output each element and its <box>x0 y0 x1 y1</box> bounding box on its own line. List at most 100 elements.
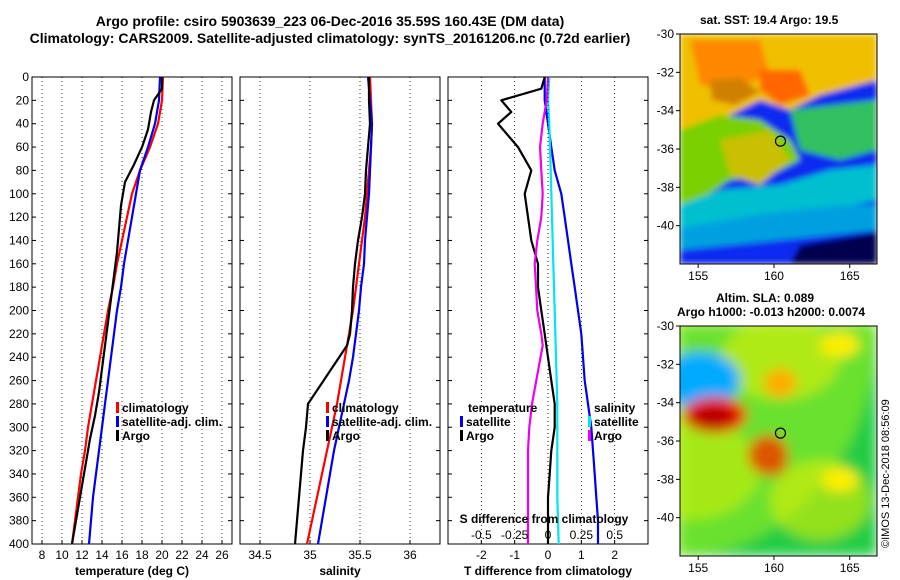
sst-contour-region <box>680 165 877 230</box>
y-tick-label: 120 <box>9 210 29 224</box>
y-tick-label: 60 <box>16 140 30 154</box>
y-tick-label: 220 <box>9 327 29 341</box>
sla-map: -30 -32 -34 -36 -38 -40 155 160 165 <box>657 319 878 575</box>
sst-contour-region <box>760 70 810 105</box>
legend-label: satellite <box>594 415 639 429</box>
x-tick-label: 36 <box>403 548 417 562</box>
y-tick-label: 340 <box>9 467 29 481</box>
sst-contour-region <box>790 232 877 264</box>
map-y-tick-label: -38 <box>657 472 675 486</box>
sla-field-blurred <box>680 326 877 556</box>
legend-label: Argo <box>466 429 494 443</box>
sst-field <box>680 34 877 264</box>
map-frame <box>679 33 878 265</box>
x-tick-label: 2 <box>611 548 618 562</box>
map-x-tick-label: 165 <box>840 561 860 575</box>
sst-map-title: sat. SST: 19.4 Argo: 19.5 <box>700 13 839 27</box>
series-line-climatology <box>305 76 374 545</box>
sla-anomaly-blob <box>748 435 788 475</box>
panel-temperature: 8 10 12 14 16 18 20 22 24 26020406080100120140160… <box>9 70 233 578</box>
x-tick-label: 24 <box>195 548 209 562</box>
x-tick-label: -2 <box>476 548 487 562</box>
map-frame <box>679 325 878 557</box>
sla-anomaly-blob <box>764 369 796 397</box>
sla-anomaly-blob <box>680 352 740 408</box>
argo-position-marker <box>774 427 787 439</box>
argo-position-marker <box>774 135 787 147</box>
sla-anomaly-blob <box>820 333 860 357</box>
x-tick-label: 22 <box>175 548 189 562</box>
legend-label: Argo <box>332 429 360 443</box>
legend-swatch <box>588 430 591 441</box>
sst-contour-region <box>790 100 877 160</box>
top-x-tick-label: 0.5 <box>606 528 623 542</box>
map-y-tick-label: -36 <box>657 434 675 448</box>
top-x-tick-label: 0 <box>545 528 552 542</box>
y-tick-label: 380 <box>9 514 29 528</box>
series-line-t-satellite <box>543 77 600 544</box>
x-tick-label: 14 <box>95 548 109 562</box>
legend-swatch <box>116 430 119 441</box>
x-tick-label: -1 <box>509 548 520 562</box>
map-y-tick-label: -34 <box>657 396 675 410</box>
top-x-tick-label: -0.5 <box>471 528 492 542</box>
sst-field-blurred <box>680 34 877 264</box>
map-x-tick-label: 155 <box>688 269 708 283</box>
x-axis-label: salinity <box>319 564 361 578</box>
x-tick-label: 8 <box>39 548 46 562</box>
y-tick-label: 140 <box>9 233 29 247</box>
sla-anomaly-blob <box>690 406 734 430</box>
x-tick-label: 35 <box>303 548 317 562</box>
map-x-tick-label: 155 <box>688 561 708 575</box>
copyright-credit: ©IMOS 13-Dec-2018 08:56:09 <box>880 399 892 548</box>
y-tick-label: 20 <box>16 93 30 107</box>
legend-label: Argo <box>594 429 622 443</box>
sla-anomaly-blob <box>770 460 870 540</box>
y-tick-label: 160 <box>9 257 29 271</box>
sla-map-title-1: Altim. SLA: 0.089 <box>716 291 815 305</box>
legend-label: salinity <box>594 401 636 415</box>
legend-label: climatology <box>332 401 399 415</box>
legend-label: Argo <box>122 429 150 443</box>
sst-map: -30 -32 -34 -36 -38 -40 155 160 165 <box>657 27 878 283</box>
legend-swatch <box>588 416 591 427</box>
y-tick-label: 260 <box>9 374 29 388</box>
panel-salinity: 34.5 35 35.5 36 salinity climatologysatellite… <box>239 76 441 578</box>
sla-anomaly-blob <box>720 326 840 400</box>
legend-swatch <box>116 402 119 413</box>
y-tick-label: 100 <box>9 187 29 201</box>
sst-contour-region <box>710 78 760 105</box>
y-tick-label: 360 <box>9 490 29 504</box>
sla-field <box>680 326 877 556</box>
y-tick-label: 0 <box>22 70 29 84</box>
map-y-tick-label: -30 <box>657 319 675 333</box>
sla-map-title-2: Argo h1000: -0.013 h2000: 0.0074 <box>677 305 866 319</box>
map-x-tick-label: 160 <box>764 561 784 575</box>
series-line-satellite-adj-clim- <box>316 76 374 545</box>
x-axis-label: temperature (deg C) <box>75 564 189 578</box>
legend-swatch <box>460 416 463 427</box>
y-tick-label: 300 <box>9 420 29 434</box>
y-tick-label: 200 <box>9 304 29 318</box>
y-tick-label: 40 <box>16 117 30 131</box>
sst-contour-region <box>680 205 877 250</box>
series-line-argo <box>70 77 164 545</box>
map-y-tick-label: -38 <box>657 180 675 194</box>
series-line-s-argo <box>526 76 550 544</box>
y-tick-label: 280 <box>9 397 29 411</box>
map-y-tick-label: -32 <box>657 65 675 79</box>
y-tick-label: 400 <box>9 537 29 551</box>
series-line-s-satellite <box>546 76 560 545</box>
legend-label: satellite-adj. clim. <box>122 415 222 429</box>
map-y-tick-label: -40 <box>657 511 675 525</box>
sla-anomaly-blob <box>680 420 760 520</box>
map-y-tick-label: -32 <box>657 357 675 371</box>
x-tick-label: 1 <box>578 548 585 562</box>
title-line-2: Climatology: CARS2009. Satellite-adjuste… <box>29 30 631 46</box>
map-y-tick-label: -40 <box>657 219 675 233</box>
legend-swatch <box>326 402 329 413</box>
legend-label: climatology <box>122 401 189 415</box>
y-tick-label: 80 <box>16 163 30 177</box>
top-x-tick-label: 0.25 <box>570 528 594 542</box>
